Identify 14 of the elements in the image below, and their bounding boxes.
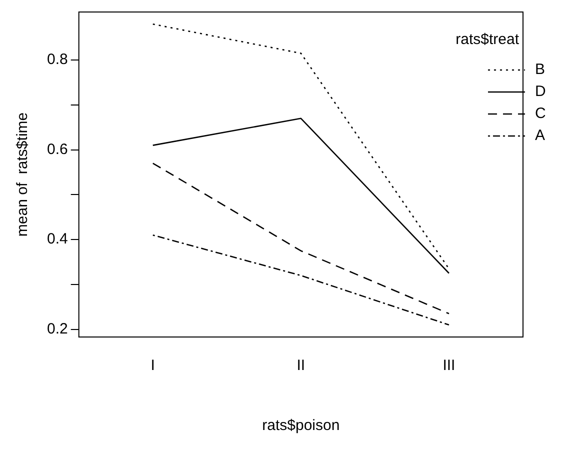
y-tick-label: 0.4 <box>46 230 68 248</box>
x-axis-title: rats$poison <box>262 417 340 434</box>
legend-label: B <box>535 61 546 78</box>
x-tick-label: III <box>442 357 456 374</box>
legend-label: C <box>535 105 546 122</box>
legend-title: rats$treat <box>456 31 520 48</box>
y-axis-title: mean of rats$time <box>14 112 32 237</box>
y-tick-label: 0.6 <box>46 140 68 158</box>
legend-label: A <box>535 127 546 144</box>
legend-label: D <box>535 83 546 100</box>
x-tick-label: II <box>296 357 306 374</box>
y-tick-label: 0.8 <box>46 51 68 68</box>
y-tick-label: 0.2 <box>46 320 68 338</box>
x-tick-label: I <box>150 357 155 374</box>
